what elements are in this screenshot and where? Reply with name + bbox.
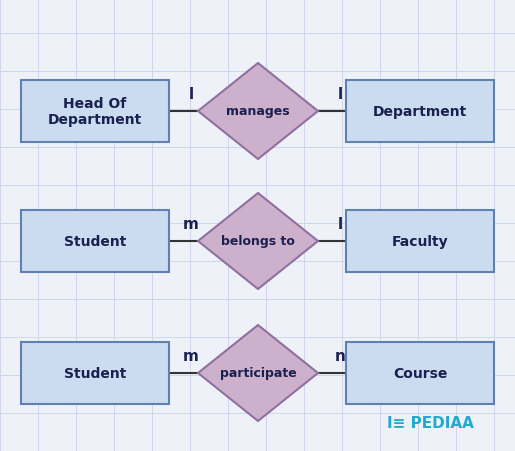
Text: m: m — [183, 348, 199, 363]
Text: Department: Department — [373, 105, 467, 119]
FancyBboxPatch shape — [346, 342, 494, 404]
Text: m: m — [183, 216, 199, 231]
Text: I≡ PEDIAA: I≡ PEDIAA — [387, 415, 473, 431]
Text: l: l — [188, 87, 194, 102]
Text: Faculty: Faculty — [392, 235, 449, 249]
Polygon shape — [198, 325, 318, 421]
FancyBboxPatch shape — [21, 81, 169, 143]
Text: l: l — [337, 87, 342, 102]
FancyBboxPatch shape — [346, 81, 494, 143]
Text: belongs to: belongs to — [221, 235, 295, 248]
Text: participate: participate — [219, 367, 296, 380]
Polygon shape — [198, 64, 318, 160]
Text: n: n — [335, 348, 346, 363]
FancyBboxPatch shape — [21, 211, 169, 272]
FancyBboxPatch shape — [346, 211, 494, 272]
Text: Student: Student — [64, 366, 126, 380]
Text: Student: Student — [64, 235, 126, 249]
FancyBboxPatch shape — [21, 342, 169, 404]
Text: l: l — [337, 216, 342, 231]
Polygon shape — [198, 193, 318, 290]
Text: Course: Course — [393, 366, 447, 380]
Text: manages: manages — [226, 105, 290, 118]
Text: Head Of
Department: Head Of Department — [48, 97, 142, 127]
